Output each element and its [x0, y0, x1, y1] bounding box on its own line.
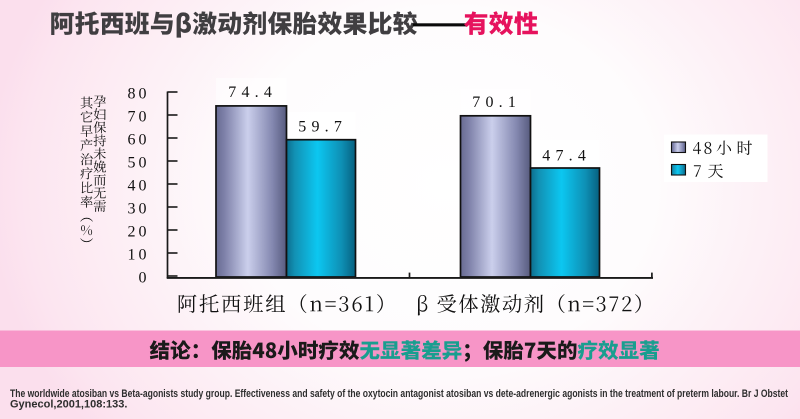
- svg-text:47.4: 47.4: [542, 148, 591, 165]
- svg-text:30: 30: [128, 200, 150, 217]
- svg-text:50: 50: [128, 154, 150, 171]
- svg-text:74.4: 74.4: [228, 84, 277, 101]
- svg-text:20: 20: [128, 223, 150, 240]
- svg-text:80: 80: [128, 85, 150, 102]
- svg-text:70: 70: [128, 108, 150, 125]
- svg-text:59.7: 59.7: [298, 119, 347, 136]
- svg-text:10: 10: [128, 246, 150, 263]
- svg-text:70.1: 70.1: [472, 94, 521, 111]
- svg-text:60: 60: [128, 131, 150, 148]
- svg-text:0: 0: [139, 269, 150, 286]
- svg-text:40: 40: [128, 177, 150, 194]
- svg-text:The worldwide atosiban vs Beta: The worldwide atosiban vs Beta-agonists …: [10, 388, 788, 400]
- svg-text:Gynecol,2001,108:133.: Gynecol,2001,108:133.: [10, 398, 127, 410]
